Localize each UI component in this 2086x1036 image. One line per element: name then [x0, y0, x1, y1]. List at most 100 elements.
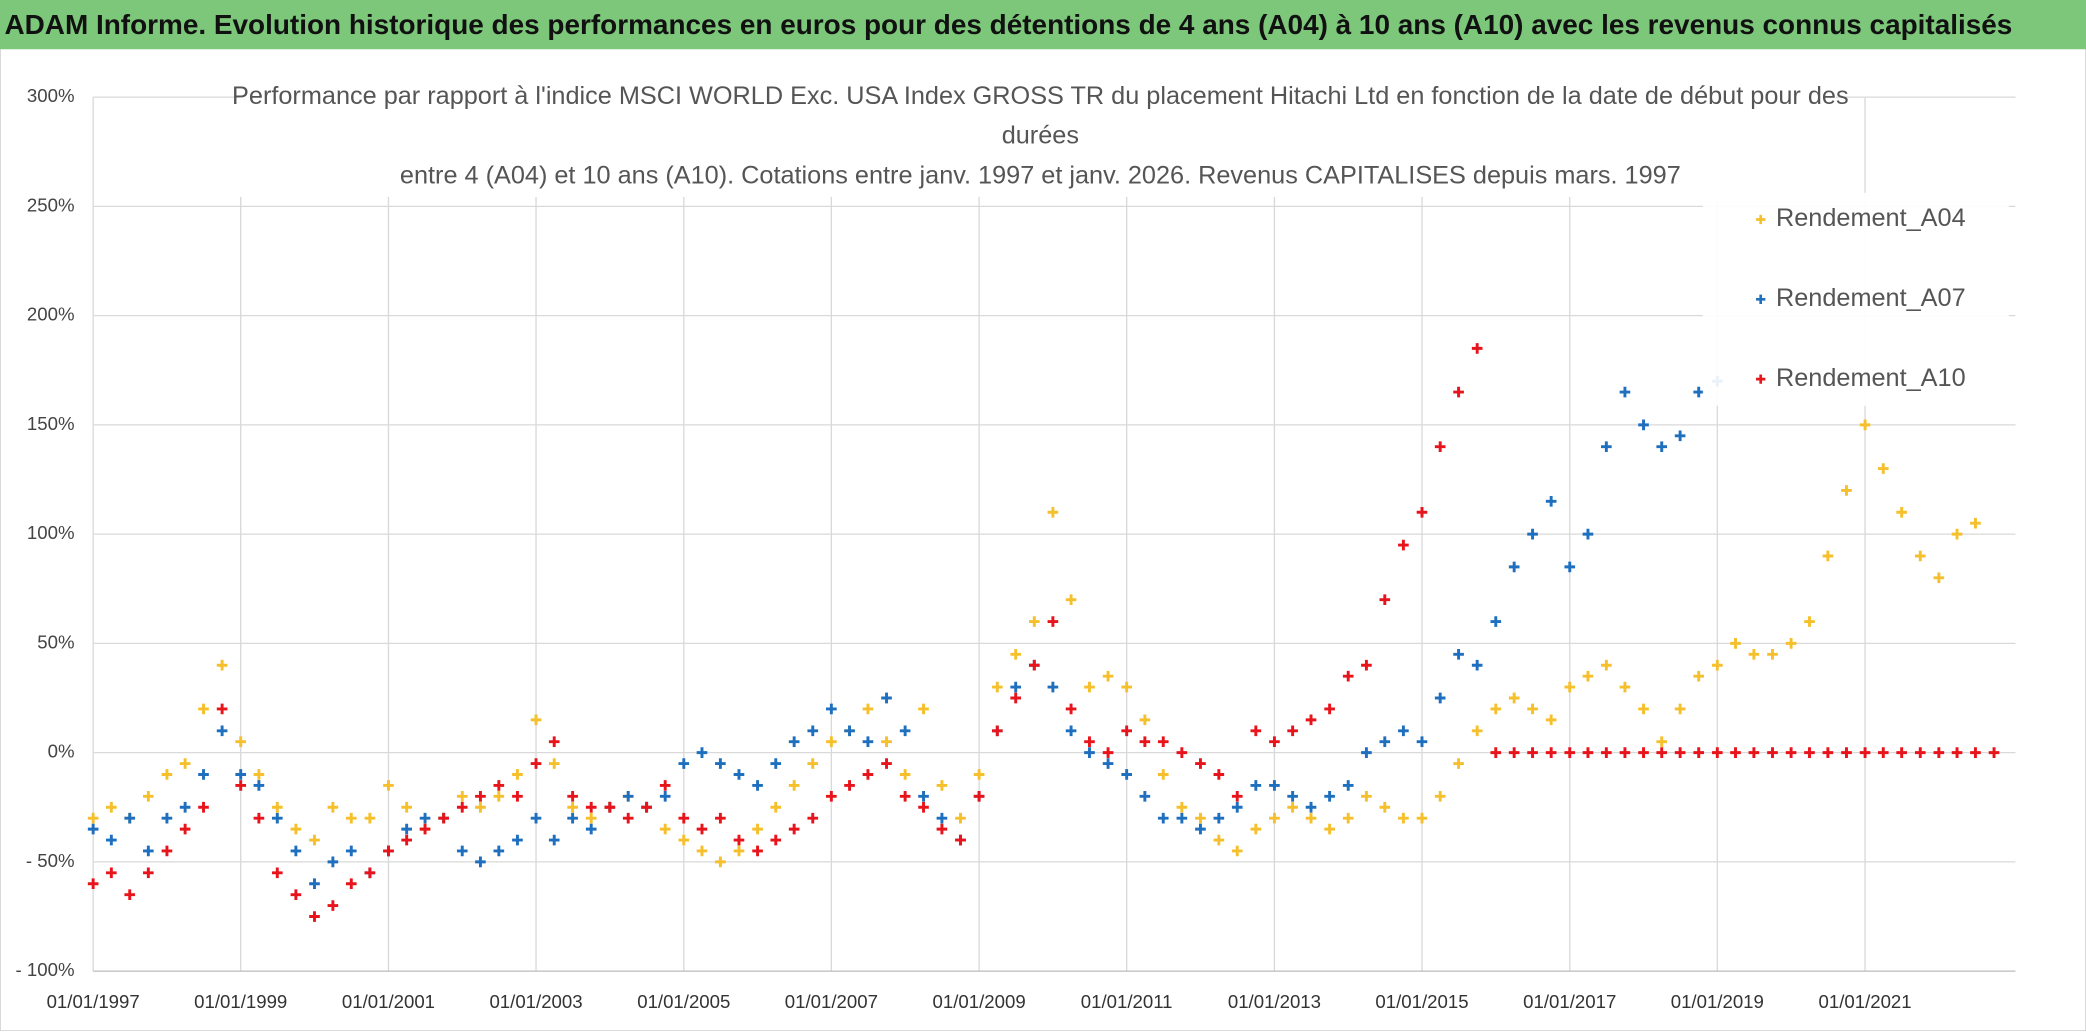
y-tick-label: 50%: [37, 631, 74, 652]
data-point: [161, 812, 173, 824]
data-point: [1859, 419, 1871, 431]
data-point: [456, 791, 468, 802]
y-tick-label: 0%: [48, 741, 75, 762]
data-point: [1434, 692, 1446, 704]
data-point: [1711, 747, 1723, 758]
data-point: [161, 845, 173, 857]
data-point: [253, 780, 265, 791]
data-point: [1582, 747, 1594, 758]
data-point: [327, 900, 339, 911]
x-tick-label: 01/01/2009: [933, 991, 1026, 1012]
data-point: [1822, 550, 1834, 562]
data-point: [530, 714, 542, 726]
data-point: [1195, 823, 1206, 835]
data-point: [1287, 725, 1298, 737]
data-point: [918, 801, 929, 813]
data-point: [678, 834, 690, 846]
data-point: [290, 823, 302, 835]
data-point: [807, 725, 819, 737]
data-point: [844, 780, 855, 791]
x-tick-label: 01/01/1999: [194, 991, 287, 1012]
data-point: [678, 758, 690, 769]
data-point: [1342, 812, 1354, 824]
data-point: [1601, 747, 1612, 758]
data-point: [1010, 648, 1022, 660]
data-point: [198, 769, 209, 780]
data-point: [512, 769, 523, 780]
legend-label: Rendement_A07: [1776, 284, 1966, 312]
data-point: [1674, 703, 1686, 715]
data-point: [179, 823, 191, 835]
data-point: [290, 845, 302, 857]
data-point: [548, 758, 560, 769]
data-point: [807, 758, 819, 769]
data-point: [309, 834, 320, 846]
data-point: [271, 812, 283, 824]
data-point: [1933, 572, 1945, 584]
data-point: [991, 725, 1003, 737]
data-point: [936, 780, 948, 791]
data-point: [1490, 747, 1502, 758]
data-point: [345, 845, 357, 857]
data-point: [659, 823, 671, 835]
data-point: [1379, 736, 1391, 748]
data-point: [1619, 386, 1631, 398]
data-point: [530, 758, 542, 769]
y-tick-label: 250%: [27, 194, 75, 215]
data-point: [1195, 812, 1206, 824]
data-point: [1601, 659, 1612, 671]
data-point: [548, 834, 560, 846]
x-tick-label: 01/01/2001: [342, 991, 435, 1012]
data-point: [1139, 714, 1151, 726]
data-point: [1416, 506, 1428, 518]
data-point: [1361, 659, 1372, 671]
data-point: [1342, 670, 1354, 682]
data-point: [1176, 747, 1188, 758]
data-point: [1859, 747, 1871, 758]
data-point: [1213, 812, 1225, 824]
data-point: [1545, 747, 1557, 758]
data-point: [1508, 747, 1520, 758]
data-point: [1084, 747, 1095, 758]
data-point: [161, 769, 173, 780]
data-point: [475, 856, 486, 868]
data-point: [955, 812, 966, 824]
data-point: [1693, 386, 1705, 398]
data-point: [696, 747, 708, 758]
data-point: [1176, 812, 1188, 824]
data-point: [585, 801, 597, 813]
data-point: [1416, 736, 1428, 748]
data-point: [1693, 747, 1705, 758]
data-point: [1471, 343, 1483, 354]
data-point: [770, 801, 782, 813]
x-tick-label: 01/01/2015: [1375, 991, 1468, 1012]
x-tick-label: 01/01/1997: [47, 991, 140, 1012]
x-tick-label: 01/01/2013: [1228, 991, 1321, 1012]
data-point: [512, 834, 523, 846]
data-point: [1601, 441, 1612, 453]
data-point: [1324, 791, 1335, 802]
data-point: [696, 845, 708, 857]
data-point: [106, 801, 117, 813]
subtitle-line: Performance par rapport à l'indice MSCI …: [232, 82, 1849, 110]
data-point: [1471, 725, 1483, 737]
y-tick-label: 100%: [27, 522, 75, 543]
data-point: [899, 791, 911, 802]
data-point: [641, 801, 652, 813]
data-point: [493, 780, 505, 791]
data-point: [475, 791, 486, 802]
data-point: [659, 791, 671, 802]
data-point: [1896, 506, 1907, 518]
data-point: [881, 736, 892, 748]
data-point: [364, 867, 376, 879]
data-point: [1951, 747, 1963, 758]
data-point: [271, 801, 283, 813]
data-point: [1250, 725, 1262, 737]
data-point: [1010, 681, 1022, 693]
data-point: [1102, 747, 1114, 758]
data-point: [1213, 834, 1225, 846]
data-point: [1877, 463, 1889, 474]
data-point: [1545, 496, 1557, 507]
x-tick-label: 01/01/2007: [785, 991, 878, 1012]
